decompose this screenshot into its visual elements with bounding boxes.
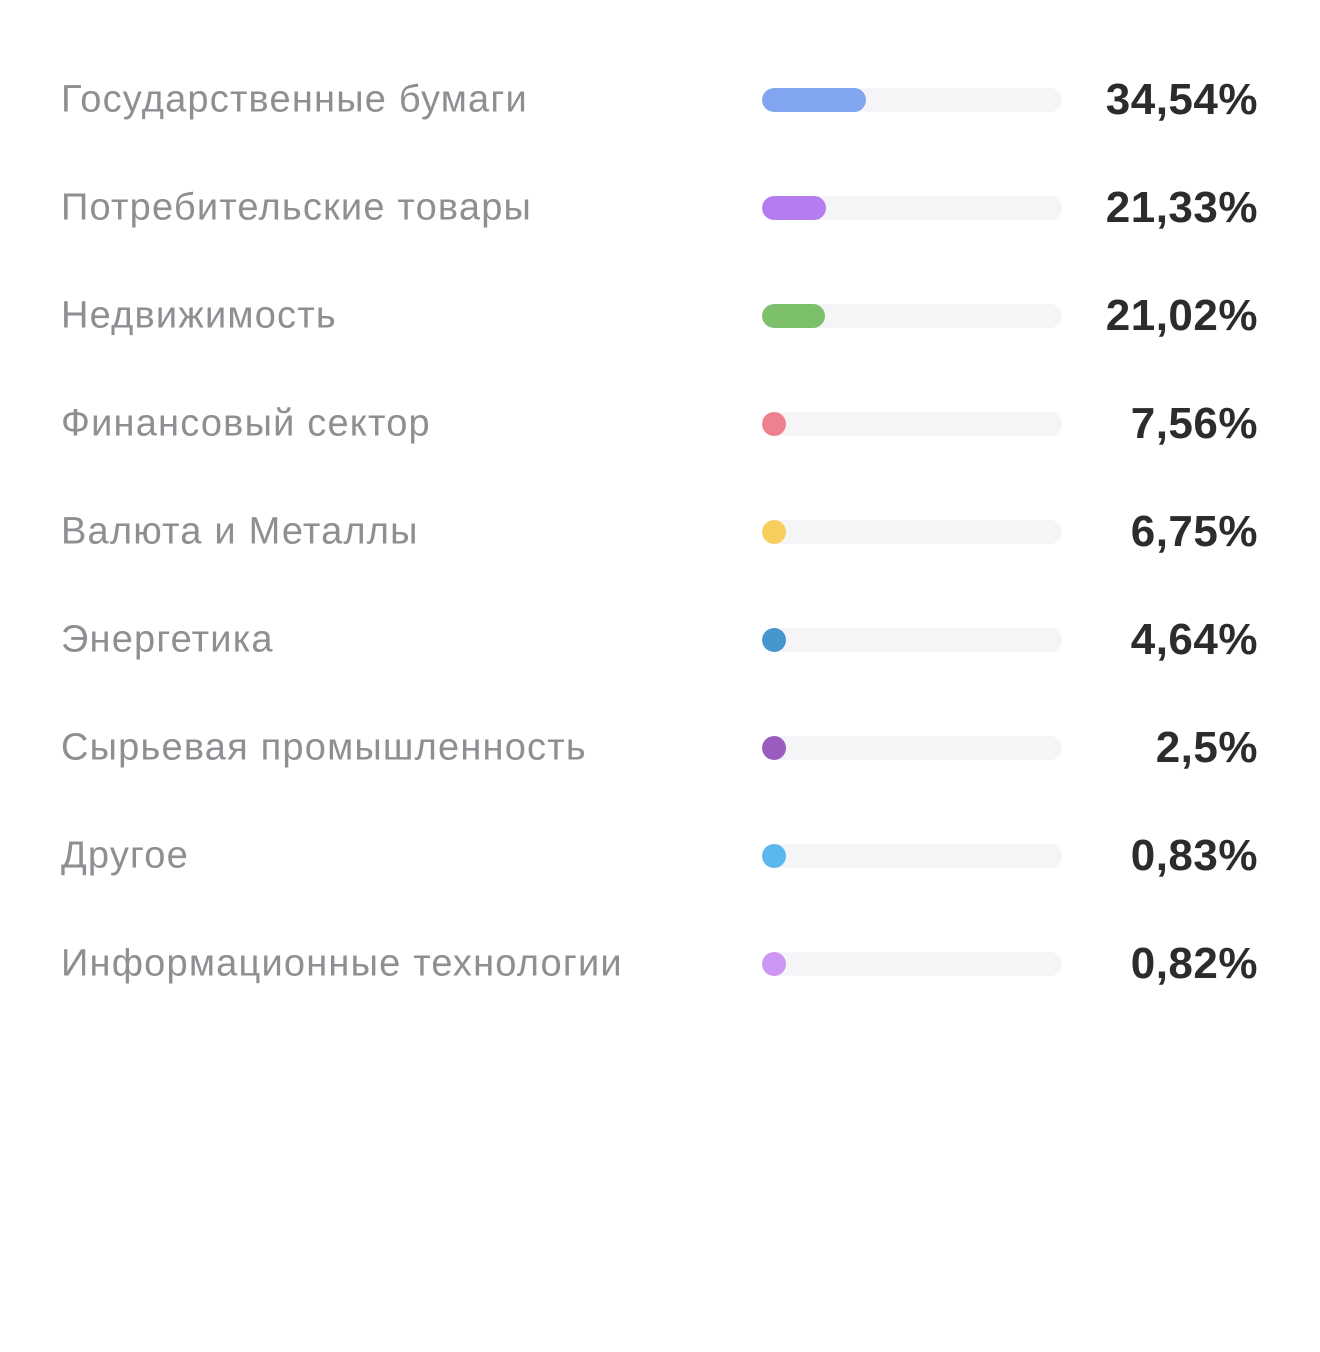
allocation-label: Сырьевая промышленность [61,726,587,769]
allocation-row: Государственные бумаги 34,54% [0,46,1320,154]
allocation-bar-track [762,88,1062,112]
allocation-bar-track [762,196,1062,220]
allocation-bar [762,628,786,652]
allocation-label: Энергетика [61,618,274,661]
allocation-bar [762,520,786,544]
allocation-value: 0,83% [1130,831,1258,880]
allocation-bar [762,88,866,112]
allocation-label: Другое [61,834,189,877]
allocation-row: Потребительские товары 21,33% [0,154,1320,262]
allocation-row: Недвижимость 21,02% [0,262,1320,370]
allocation-value: 6,75% [1130,507,1258,556]
allocation-label: Финансовый сектор [61,402,431,445]
allocation-row: Финансовый сектор 7,56% [0,370,1320,478]
allocation-bar-track [762,844,1062,868]
allocation-bar [762,844,786,868]
allocation-row: Информационные технологии 0,82% [0,910,1320,1018]
sector-allocation-list: Государственные бумаги 34,54% Потребительс… [0,46,1320,1018]
allocation-label: Недвижимость [61,294,337,337]
allocation-value: 34,54% [1105,75,1258,124]
allocation-bar-track [762,412,1062,436]
allocation-bar-track [762,520,1062,544]
allocation-label: Информационные технологии [61,942,623,985]
allocation-value: 0,82% [1130,939,1258,988]
allocation-bar-track [762,952,1062,976]
allocation-bar [762,412,786,436]
allocation-bar-track [762,628,1062,652]
allocation-value: 7,56% [1130,399,1258,448]
allocation-bar [762,952,786,976]
allocation-row: Сырьевая промышленность 2,5% [0,694,1320,802]
allocation-bar [762,736,786,760]
allocation-bar [762,304,825,328]
allocation-label: Государственные бумаги [61,78,528,121]
allocation-bar [762,196,826,220]
allocation-label: Валюта и Металлы [61,510,419,553]
allocation-bar-track [762,736,1062,760]
allocation-bar-track [762,304,1062,328]
allocation-value: 21,02% [1105,291,1258,340]
allocation-label: Потребительские товары [61,186,533,229]
allocation-value: 4,64% [1130,615,1258,664]
allocation-row: Другое 0,83% [0,802,1320,910]
allocation-value: 2,5% [1155,723,1258,772]
allocation-row: Валюта и Металлы 6,75% [0,478,1320,586]
allocation-row: Энергетика 4,64% [0,586,1320,694]
allocation-value: 21,33% [1105,183,1258,232]
